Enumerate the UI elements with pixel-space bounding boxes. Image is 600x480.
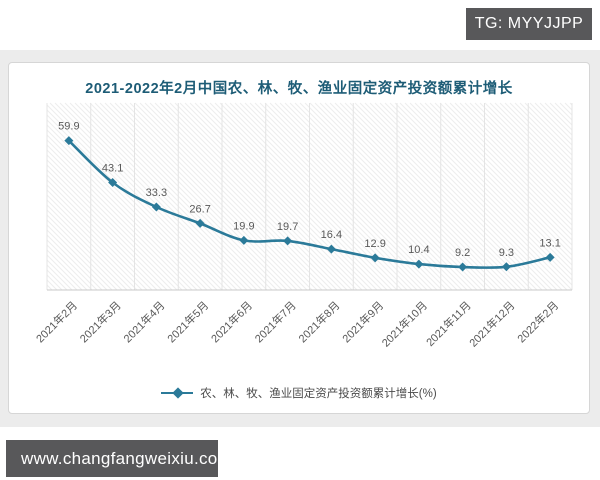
data-point-marker [501,262,511,272]
data-point-marker [64,136,74,146]
legend-diamond-icon [172,387,184,399]
data-point-marker [370,253,380,263]
data-point-marker [151,202,161,212]
x-tick-label: 2021年12月 [466,298,517,349]
x-tick-label: 2021年2月 [33,298,80,345]
tg-watermark-badge: TG: MYYJJPP [466,8,592,40]
value-label: 16.4 [321,229,342,241]
value-label: 13.1 [539,237,560,249]
data-point-marker [283,236,293,246]
value-label: 12.9 [364,238,385,250]
x-tick-label: 2022年2月 [514,298,561,345]
data-point-marker [458,262,468,272]
x-tick-label: 2021年11月 [423,298,474,349]
data-point-marker [326,244,336,254]
x-tick-label: 2021年3月 [77,298,124,345]
x-tick-label: 2021年6月 [208,298,255,345]
x-tick-label: 2021年5月 [164,298,211,345]
legend-label: 农、林、牧、渔业固定资产投资额累计增长(%) [200,388,437,400]
x-tick-label: 2021年7月 [252,298,299,345]
data-points [64,136,555,272]
chart-title: 2021-2022年2月中国农、林、牧、渔业固定资产投资额累计增长 [85,81,513,97]
chart-card: 2021-2022年2月中国农、林、牧、渔业固定资产投资额累计增长 59.9 43… [8,62,590,414]
x-tick-label: 2021年9月 [339,298,386,345]
x-tick-label: 2021年8月 [295,298,342,345]
x-tick-labels: 2021年2月2021年3月2021年4月2021年5月2021年6月2021年… [33,298,561,349]
data-point-marker [545,252,555,262]
value-label: 43.1 [102,163,123,175]
legend-line-marker-icon [161,387,194,399]
gridlines [46,103,573,290]
value-labels: 59.9 43.1 33.3 26.7 19.9 19.7 16.4 12.9 10.4 9.2 9… [58,121,561,259]
value-label: 10.4 [408,244,429,256]
x-tick-label: 2021年10月 [379,298,430,349]
line-chart: 59.9 43.1 33.3 26.7 19.9 19.7 16.4 12.9 10.4 9.2 9… [33,102,573,350]
data-point-marker [195,218,205,228]
value-label: 19.9 [233,220,254,232]
value-label: 9.3 [499,247,514,259]
value-label: 59.9 [58,121,79,133]
data-point-marker [414,259,424,269]
value-label: 9.2 [455,247,470,259]
x-tick-label: 2021年4月 [120,298,167,345]
data-point-marker [108,178,118,188]
hatch-pattern [46,102,573,291]
data-point-marker [239,235,249,245]
value-label: 33.3 [146,187,167,199]
value-label: 26.7 [189,203,210,215]
value-label: 19.7 [277,221,298,233]
website-watermark-badge: www.changfangweixiu.com [6,440,232,477]
chart-legend: 农、林、牧、渔业固定资产投资额累计增长(%) [9,385,589,401]
